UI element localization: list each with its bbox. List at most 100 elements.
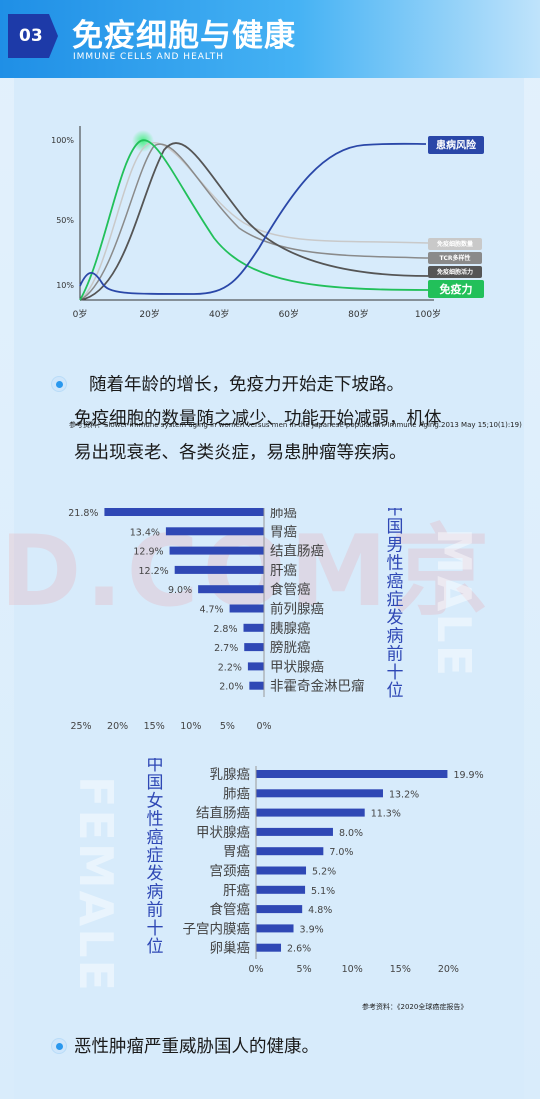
male-value-label: 12.2%: [139, 566, 169, 577]
male-bar: [104, 508, 264, 516]
female-category-label: 卵巢癌: [210, 941, 251, 957]
male-title-char: 十: [387, 663, 404, 683]
female-axis-tick: 0%: [248, 964, 263, 975]
female-value-label: 7.0%: [329, 847, 353, 858]
male-category-label: 甲状腺癌: [270, 659, 324, 675]
series-line-cell-count: [79, 142, 429, 301]
female-category-label: 乳腺癌: [210, 767, 251, 783]
male-title-char: 癌: [387, 572, 404, 592]
male-category-label: 肝癌: [270, 563, 297, 579]
male-value-label: 4.7%: [199, 605, 223, 616]
female-title-char: 症: [147, 846, 164, 866]
male-title-char: 病: [387, 626, 404, 646]
bullet-dot-icon: [51, 376, 67, 392]
female-axis-tick: 15%: [390, 964, 411, 975]
female-category-label: 甲状腺癌: [196, 825, 250, 841]
female-category-label: 食管癌: [210, 901, 251, 918]
series-line-risk: [79, 142, 427, 295]
female-bar: [256, 885, 306, 894]
y-tick-label: 10%: [56, 281, 74, 290]
male-value-label: 21.8%: [68, 508, 98, 519]
male-category-label: 膀胱癌: [270, 639, 311, 656]
text-line: 免疫细胞的数量随之减少、功能开始减弱，机体: [74, 409, 442, 429]
male-bar: [174, 565, 264, 574]
female-title-char: 前: [147, 901, 164, 921]
male-title-char: 前: [387, 645, 404, 665]
female-bar: [256, 905, 303, 914]
male-axis-tick: 5%: [220, 721, 235, 732]
series-label-cell-count: 免疫细胞数量: [437, 240, 473, 248]
male-bar: [247, 662, 264, 671]
y-tick-label: 100%: [51, 136, 74, 145]
male-cancer-bar-chart: MALE 21.8% 肺癌 13.4% 胃癌 12.9% 结直肠癌 12.2% 肝癌 9.0% 食管…: [68, 508, 481, 732]
text-line: 易出现衰老、各类炎症，易患肿瘤等疾病。: [74, 443, 407, 463]
x-tick-label: 0岁: [73, 308, 88, 320]
female-title-char: 位: [147, 937, 164, 957]
female-value-label: 5.2%: [312, 867, 336, 878]
series-label-activity: 免疫细胞活力: [437, 268, 473, 276]
series-label-bg: [428, 280, 484, 298]
male-axis-tick: 20%: [107, 721, 128, 732]
female-title-char: 十: [147, 919, 164, 939]
female-bar: [256, 827, 333, 836]
x-tick-label: 40岁: [209, 308, 229, 320]
bullet-dot-icon: [51, 1038, 67, 1054]
female-value-label: 5.1%: [311, 886, 335, 897]
male-bar: [243, 623, 264, 632]
series-line-activity: [79, 142, 429, 301]
female-bar: [256, 770, 448, 778]
male-value-label: 2.8%: [213, 624, 237, 635]
male-bar: [249, 681, 264, 690]
female-value-label: 13.2%: [389, 789, 419, 800]
male-axis-tick: 0%: [256, 721, 271, 732]
female-value-label: 19.9%: [453, 770, 483, 781]
male-title-char: 性: [387, 554, 404, 574]
series-label-bg: [428, 136, 484, 154]
male-title-char: 发: [387, 608, 404, 628]
x-tick-label: 100岁: [415, 308, 441, 320]
female-category-label: 肺癌: [223, 786, 250, 802]
series-label-immunity: 免疫力: [440, 282, 473, 296]
female-category-label: 宫颈癌: [210, 864, 251, 880]
female-axis-tick: 20%: [438, 964, 459, 975]
female-category-label: 子宫内膜癌: [183, 921, 251, 937]
female-category-label: 肝癌: [223, 883, 250, 899]
female-value-label: 8.0%: [339, 828, 363, 839]
male-axis-tick: 25%: [70, 721, 91, 732]
series-label-risk: 患病风险: [436, 139, 477, 152]
male-category-label: 非霍奇金淋巴瘤: [270, 678, 365, 695]
series-line-immunity: [79, 139, 429, 301]
male-category-label: 胰腺癌: [270, 621, 311, 637]
female-axis-tick: 5%: [297, 964, 312, 975]
x-tick-label: 20岁: [139, 308, 159, 320]
male-value-label: 13.4%: [130, 527, 160, 538]
male-category-label: 前列腺癌: [270, 601, 324, 618]
female-value-label: 3.9%: [300, 924, 324, 935]
chart-reference-2: 参考资料：《2020全球癌症报告》: [362, 1003, 468, 1011]
female-bar: [256, 789, 383, 798]
series-line-tcr: [79, 143, 429, 301]
female-title-char: 发: [147, 864, 164, 884]
series-label-tcr: TCR多样性: [439, 254, 470, 262]
female-bar: [256, 866, 307, 875]
male-bar: [244, 643, 264, 652]
female-axis-tick: 10%: [342, 964, 363, 975]
female-title-char: 中: [147, 758, 164, 775]
male-title-char: 位: [387, 681, 404, 701]
series-label-bg: [428, 252, 482, 264]
y-tick-label: 50%: [56, 216, 74, 225]
male-category-label: 食管癌: [270, 581, 311, 598]
male-axis-tick: 15%: [144, 721, 165, 732]
female-bar: [256, 943, 282, 952]
male-value-label: 12.9%: [133, 547, 163, 558]
female-title-char: 癌: [147, 828, 164, 848]
female-category-label: 结直肠癌: [196, 806, 250, 822]
content-card: 100% 50% 10% 0岁 20岁 40岁 60岁 80岁 100岁 患病风险 免疫细胞数量 T…: [0, 78, 524, 1099]
female-value-label: 4.8%: [308, 905, 332, 916]
male-bar: [169, 546, 264, 555]
male-title-char: 男: [387, 535, 404, 555]
text-line: 恶性肿瘤严重威胁国人的健康。: [74, 1037, 319, 1057]
section-subtitle: IMMUNE CELLS AND HEALTH: [73, 52, 224, 62]
male-bar: [198, 585, 264, 594]
